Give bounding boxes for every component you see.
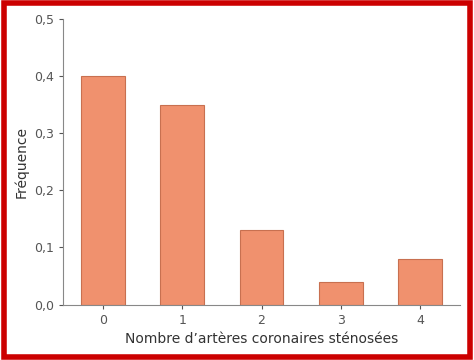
Y-axis label: Fréquence: Fréquence <box>14 126 28 198</box>
Bar <box>319 282 363 305</box>
X-axis label: Nombre d’artères coronaires sténosées: Nombre d’artères coronaires sténosées <box>125 332 398 346</box>
Bar <box>81 76 125 305</box>
Bar <box>240 230 283 305</box>
Bar <box>399 259 442 305</box>
Bar <box>160 105 204 305</box>
